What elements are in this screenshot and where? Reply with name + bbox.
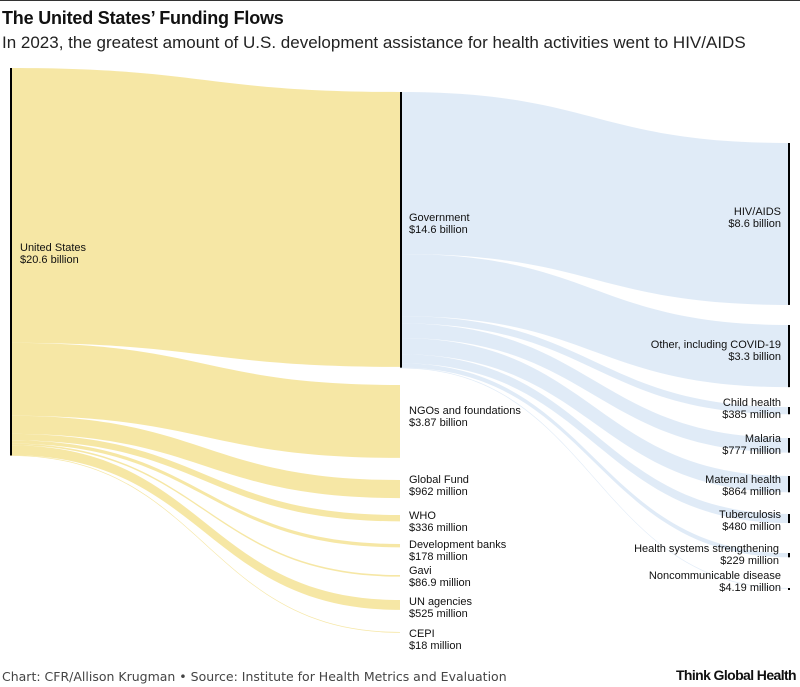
node-bar-other <box>788 325 790 388</box>
node-bar-child <box>788 407 790 415</box>
link-us-to-gf <box>10 415 400 499</box>
node-value-malaria: $777 million <box>722 445 781 457</box>
links-layer <box>10 68 789 633</box>
node-value-cepi: $18 million <box>409 640 462 652</box>
node-bar-hiv <box>788 143 790 305</box>
link-gov-to-tb <box>400 354 789 524</box>
node-name-hiv: HIV/AIDS <box>734 206 781 218</box>
chart-title: The United States’ Funding Flows <box>2 8 284 28</box>
node-name-who: WHO <box>409 510 436 522</box>
top-rule <box>0 0 800 1</box>
link-us-to-who <box>10 433 400 522</box>
node-bar-gov <box>400 92 402 368</box>
node-value-gf: $962 million <box>409 486 468 498</box>
node-label-ncd: Noncommunicable disease $4.19 million <box>649 570 781 594</box>
node-label-cepi: CEPI $18 million <box>409 628 462 652</box>
node-name-hss: Health systems strengthening <box>634 543 779 555</box>
node-label-who: WHO $336 million <box>409 510 468 534</box>
node-name-gov: Government <box>409 212 470 224</box>
node-label-ngo: NGOs and foundations $3.87 billion <box>409 405 521 429</box>
node-label-hiv: HIV/AIDS $8.6 billion <box>728 206 781 230</box>
node-value-ngo: $3.87 billion <box>409 417 468 429</box>
node-name-ncd: Noncommunicable disease <box>649 570 781 582</box>
node-value-who: $336 million <box>409 522 468 534</box>
node-name-tb: Tuberculosis <box>719 509 781 521</box>
link-us-to-un <box>10 445 400 610</box>
link-us-to-ngo <box>10 342 400 458</box>
node-value-un: $525 million <box>409 608 468 620</box>
node-value-child: $385 million <box>722 409 781 421</box>
link-us-to-gavi <box>10 443 400 577</box>
node-bar-malaria <box>788 438 790 453</box>
node-label-gov: Government $14.6 billion <box>409 212 470 236</box>
node-label-us: United States $20.6 billion <box>20 242 87 266</box>
node-bar-ncd <box>788 588 790 590</box>
node-label-hss: Health systems strengthening $229 million <box>634 543 779 567</box>
link-gov-to-ncd <box>400 367 789 589</box>
node-label-gavi: Gavi $86.9 million <box>409 565 471 589</box>
node-label-db: Development banks $178 million <box>409 539 507 563</box>
link-gov-to-child <box>400 316 789 415</box>
node-name-gavi: Gavi <box>409 565 432 577</box>
node-bar-tb <box>788 514 790 524</box>
node-name-malaria: Malaria <box>745 433 782 445</box>
link-us-to-gov <box>10 68 400 367</box>
footer-source: Chart: CFR/Allison Krugman • Source: Ins… <box>2 669 507 684</box>
link-gov-to-malaria <box>400 323 789 453</box>
node-label-gf: Global Fund $962 million <box>409 474 469 498</box>
node-bar-us <box>10 68 12 456</box>
nodes-layer <box>10 68 790 590</box>
node-name-db: Development banks <box>409 539 507 551</box>
node-label-maternal: Maternal health $864 million <box>705 474 781 498</box>
node-label-tb: Tuberculosis $480 million <box>719 509 781 533</box>
node-value-us: $20.6 billion <box>20 254 79 266</box>
node-value-gov: $14.6 billion <box>409 224 468 236</box>
link-gov-to-hiv <box>400 92 789 305</box>
node-label-malaria: Malaria $777 million <box>722 433 782 457</box>
node-name-child: Child health <box>723 397 781 409</box>
node-label-other: Other, including COVID-19 $3.3 billion <box>651 339 781 363</box>
node-value-maternal: $864 million <box>722 486 781 498</box>
node-value-db: $178 million <box>409 551 468 563</box>
link-gov-to-maternal <box>400 337 789 493</box>
chart-subtitle: In 2023, the greatest amount of U.S. dev… <box>2 33 746 52</box>
node-label-child: Child health $385 million <box>722 397 781 421</box>
node-value-ncd: $4.19 million <box>719 582 781 594</box>
node-name-cepi: CEPI <box>409 628 435 640</box>
node-name-other: Other, including COVID-19 <box>651 339 781 351</box>
link-us-to-cepi <box>10 455 400 633</box>
node-name-gf: Global Fund <box>409 474 469 486</box>
link-us-to-db <box>10 440 400 548</box>
node-name-maternal: Maternal health <box>705 474 781 486</box>
node-value-gavi: $86.9 million <box>409 577 471 589</box>
node-value-hiv: $8.6 billion <box>728 218 781 230</box>
node-value-other: $3.3 billion <box>728 351 781 363</box>
node-label-un: UN agencies $525 million <box>409 596 472 620</box>
link-gov-to-hss <box>400 363 789 558</box>
node-name-us: United States <box>20 242 87 254</box>
node-name-un: UN agencies <box>409 596 472 608</box>
brand-logo: Think Global Health <box>675 667 797 683</box>
node-bar-hss <box>788 553 790 558</box>
node-value-tb: $480 million <box>722 521 781 533</box>
node-bar-maternal <box>788 476 790 493</box>
node-value-hss: $229 million <box>720 555 779 567</box>
link-gov-to-other <box>400 253 789 388</box>
labels-layer: United States $20.6 billion Government $14.… <box>20 206 782 652</box>
node-name-ngo: NGOs and foundations <box>409 405 521 417</box>
